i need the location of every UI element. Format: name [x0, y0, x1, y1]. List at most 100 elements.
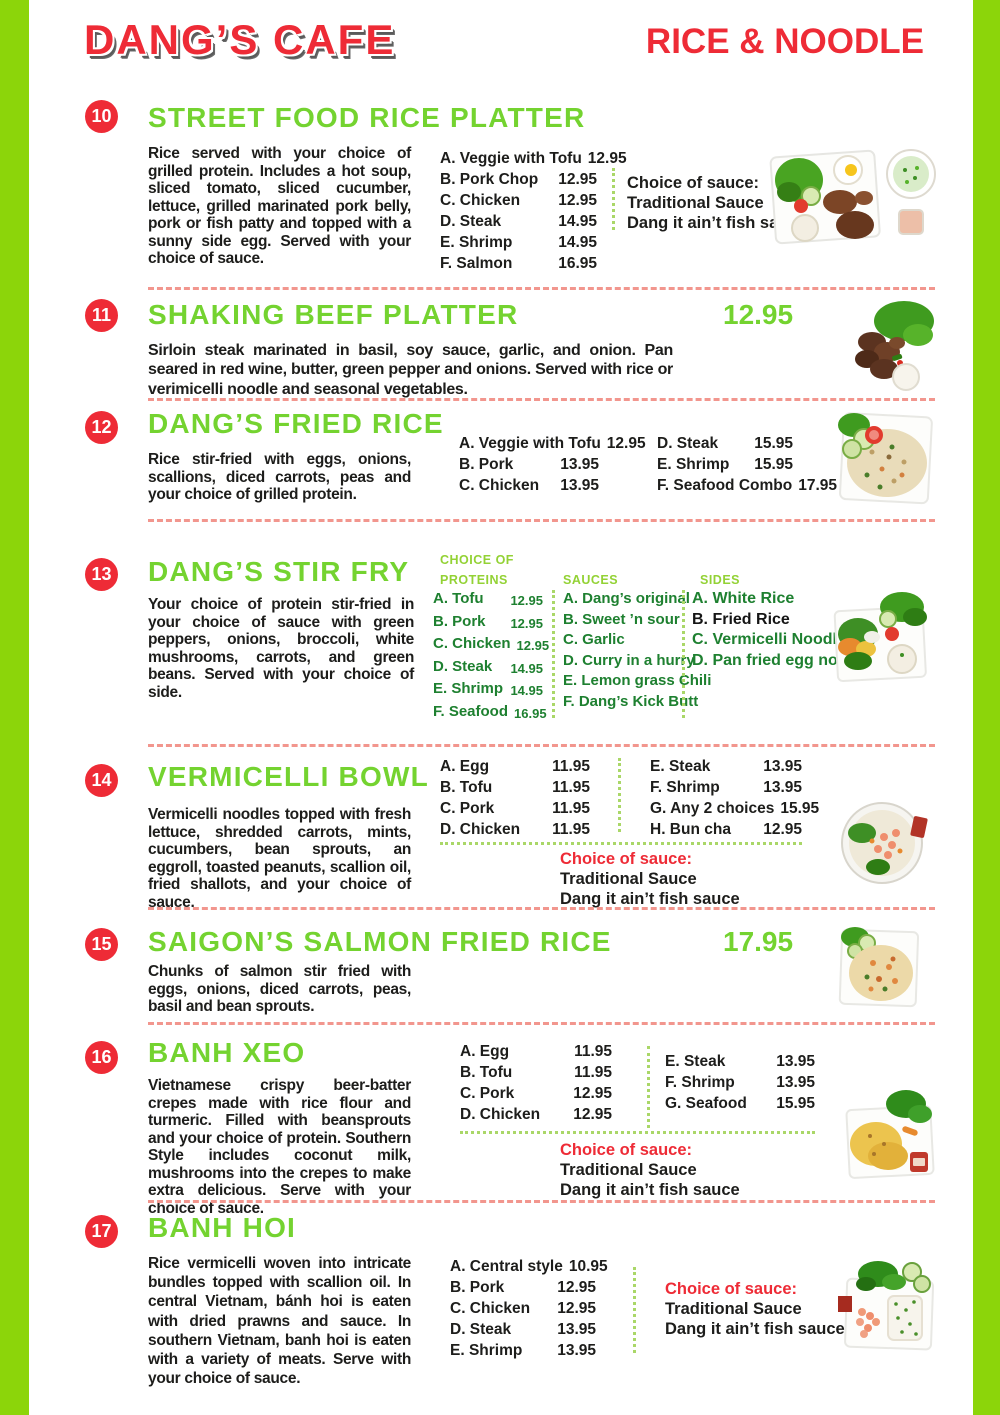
- option-price: 13.95: [763, 758, 802, 775]
- item-title: SHAKING BEEF PLATTER: [148, 299, 519, 330]
- option-row: A. Dang’s original: [563, 590, 690, 607]
- option-label: C. Chicken: [433, 635, 511, 652]
- option-row: A. Central style 10.95: [450, 1256, 608, 1277]
- option-row: B. Pork 12.95: [450, 1277, 596, 1298]
- option-price: 11.95: [552, 758, 590, 775]
- column-heading-proteins: CHOICE OF PROTEINS: [440, 550, 514, 590]
- sauce-heading: Choice of sauce:: [627, 174, 760, 192]
- option-label: C. Chicken: [450, 1300, 531, 1317]
- option-label: B. Pork: [433, 612, 486, 630]
- option-price: 12.95: [573, 1106, 612, 1123]
- sauce-option: Traditional Sauce: [560, 1161, 697, 1179]
- option-label: G. Seafood: [665, 1095, 747, 1112]
- green-dotted-divider: [647, 1046, 650, 1128]
- item-number-badge: 15: [85, 928, 118, 961]
- item-title: STREET FOOD RICE PLATTER: [148, 102, 586, 133]
- brand-logo: DANG’S CAFE: [84, 16, 396, 63]
- column-heading-sauces: SAUCES: [563, 573, 619, 587]
- option-price: 14.95: [510, 660, 543, 676]
- option-row: H. Bun cha 12.95: [650, 819, 802, 840]
- item-title: DANG’S FRIED RICE: [148, 408, 444, 439]
- option-row: C. Vermicelli Noodle: [692, 631, 846, 648]
- option-price: 12.95: [763, 821, 802, 838]
- option-row: D. Chicken 12.95: [460, 1104, 612, 1125]
- green-dotted-divider: [460, 1131, 815, 1134]
- left-border-bar: [0, 0, 29, 1415]
- option-label: E. Shrimp: [433, 680, 504, 697]
- option-row: E. Shrimp 14.95: [433, 679, 543, 702]
- option-label: B. Tofu: [460, 1064, 513, 1081]
- option-row: A. Veggie with Tofu 12.95: [459, 433, 646, 454]
- sauce-heading: Choice of sauce:: [560, 850, 693, 868]
- column-heading-line: PROTEINS: [440, 573, 508, 587]
- option-row: D. Chicken 11.95: [440, 819, 590, 840]
- option-row: F. Seafood 16.95: [433, 702, 547, 725]
- photo-vermicelli-bowl: [838, 797, 930, 887]
- price-list: A. Veggie with Tofu 12.95 B. Pork 13.95 C.…: [459, 433, 646, 496]
- item-number-badge: 16: [85, 1041, 118, 1074]
- option-label: E. Steak: [650, 758, 711, 775]
- price-list: A. Veggie with Tofu 12.95 B. Pork Chop 12.…: [440, 148, 627, 274]
- option-label: G. Any 2 choices: [650, 800, 775, 817]
- sauce-choices: Choice of sauce: Traditional Sauce Dang …: [560, 1140, 740, 1200]
- option-price: 13.95: [776, 1074, 815, 1091]
- option-row: D. Steak 14.95: [433, 657, 543, 680]
- option-label: E. Shrimp: [657, 456, 730, 473]
- item-separator: [148, 907, 935, 910]
- item-price: 12.95: [723, 299, 794, 330]
- option-row: D. Curry in a hurry: [563, 651, 695, 669]
- option-row: A. Egg 11.95: [460, 1041, 612, 1062]
- item-number-badge: 14: [85, 764, 118, 797]
- option-price: 13.95: [763, 779, 802, 796]
- sauce-option: Dang it ain’t fish sauce: [560, 890, 740, 908]
- sauce-heading: Choice of sauce:: [560, 1141, 693, 1159]
- option-price: 12.95: [516, 638, 550, 653]
- option-label: C. Chicken: [440, 192, 521, 209]
- option-label: A. Veggie with Tofu: [459, 435, 601, 452]
- option-label: F. Seafood Combo: [657, 477, 793, 494]
- option-row: B. Tofu 11.95: [460, 1062, 612, 1083]
- option-price: 10.95: [568, 1258, 608, 1275]
- item-number-badge: 11: [85, 299, 118, 332]
- option-label: C. Pork: [460, 1085, 515, 1102]
- item-number-badge: 13: [85, 558, 118, 591]
- option-label: B. Pork: [450, 1279, 505, 1296]
- sauce-option: Traditional Sauce: [665, 1300, 802, 1318]
- item-number-badge: 17: [85, 1215, 118, 1248]
- price-list: D. Steak 15.95 E. Shrimp 15.95 F. Seafood …: [657, 433, 837, 496]
- option-row: C. Chicken 12.95: [440, 190, 597, 211]
- option-price: 12.95: [573, 1085, 612, 1102]
- item-separator: [148, 744, 935, 747]
- option-label: E. Steak: [665, 1053, 726, 1070]
- option-row: B. Pork 13.95: [459, 454, 599, 475]
- option-label: A. Veggie with Tofu: [440, 150, 582, 167]
- sauce-choices: Choice of sauce: Traditional Sauce Dang …: [560, 849, 740, 909]
- sauce-option: Traditional Sauce: [627, 194, 764, 212]
- option-row: E. Steak 13.95: [650, 756, 802, 777]
- green-dotted-divider: [612, 168, 615, 230]
- photo-street-food-rice-platter: [765, 140, 940, 248]
- option-label: H. Bun cha: [650, 821, 731, 838]
- option-label: F. Shrimp: [665, 1074, 735, 1091]
- option-price: 12.95: [558, 171, 597, 188]
- sauce-choices: Choice of sauce: Traditional Sauce Dang …: [665, 1279, 845, 1339]
- option-row: A. Egg 11.95: [440, 756, 590, 777]
- option-price: 13.95: [776, 1053, 815, 1070]
- option-price: 12.95: [606, 435, 646, 452]
- option-row: F. Dang’s Kick Butt: [563, 692, 699, 710]
- option-price: 11.95: [552, 800, 590, 817]
- option-price: 13.95: [560, 477, 599, 494]
- item-title: BANH XEO: [148, 1037, 306, 1068]
- option-price: 11.95: [574, 1043, 612, 1060]
- option-price: 15.95: [754, 456, 793, 473]
- option-label: F. Salmon: [440, 255, 513, 272]
- option-row: B. Tofu 11.95: [440, 777, 590, 798]
- sauce-option: Traditional Sauce: [560, 870, 697, 888]
- option-row: G. Any 2 choices 15.95: [650, 798, 819, 819]
- option-row: D. Steak 13.95: [450, 1319, 596, 1340]
- option-row: C. Chicken 12.95: [433, 634, 549, 657]
- photo-dangs-fried-rice: [832, 407, 937, 507]
- item-separator: [148, 287, 935, 290]
- price-list: E. Steak 13.95 F. Shrimp 13.95 G. Any 2 ch…: [650, 756, 819, 840]
- price-list: E. Steak 13.95 F. Shrimp 13.95 G. Seafood 1…: [665, 1051, 815, 1114]
